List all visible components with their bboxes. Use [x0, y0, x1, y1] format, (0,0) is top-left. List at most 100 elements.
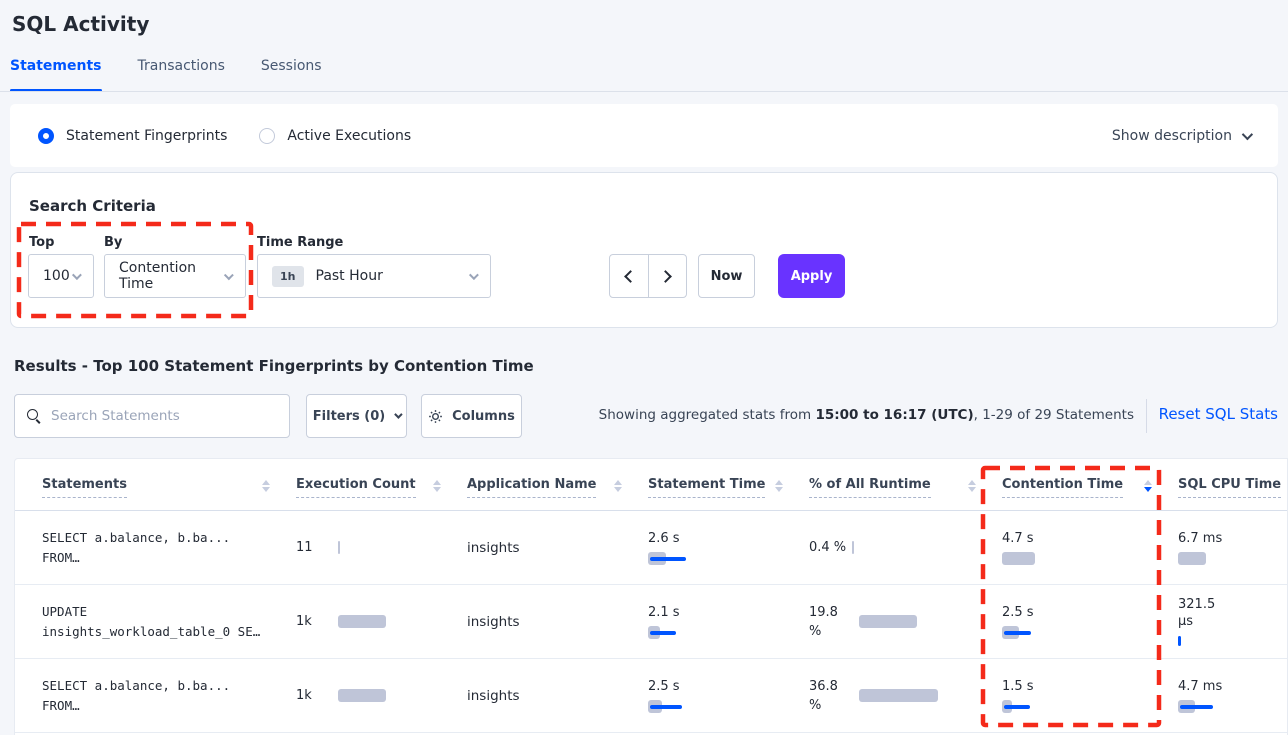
chevron-down-icon [224, 269, 234, 280]
application-name-cell: insights [467, 613, 520, 630]
time-range-select[interactable]: 1h Past Hour [257, 254, 491, 298]
column-header-statement-time[interactable]: Statement Time [648, 459, 809, 510]
radio-selected-icon [38, 127, 54, 144]
sql-cpu-time-cell: 321.5 µs [1178, 596, 1287, 648]
radio-label: Active Executions [287, 127, 412, 144]
column-header-pct-runtime[interactable]: % of All Runtime [809, 459, 1002, 510]
now-button[interactable]: Now [698, 254, 755, 298]
radio-active-executions[interactable]: Active Executions [259, 127, 412, 144]
time-range-next-button[interactable] [647, 255, 687, 297]
search-statements-box [14, 394, 290, 438]
column-header-contention-time[interactable]: Contention Time [1002, 459, 1178, 510]
reset-sql-stats-link[interactable]: Reset SQL Stats [1158, 405, 1278, 423]
tab-transactions[interactable]: Transactions [137, 58, 225, 74]
aggregated-stats-text: Showing aggregated stats from 15:00 to 1… [598, 407, 1134, 423]
columns-label: Columns [452, 408, 515, 424]
apply-button[interactable]: Apply [778, 254, 845, 298]
sort-icon[interactable] [433, 480, 441, 492]
sql-cpu-time-cell: 6.7 ms [1178, 530, 1287, 565]
execution-count-bar [338, 689, 386, 702]
statement-time-cell: 2.5 s [648, 678, 809, 713]
column-header-execution-count[interactable]: Execution Count [296, 459, 467, 510]
statement-fingerprint-link[interactable]: UPDATE insights_workload_table_0 SE… [42, 603, 261, 639]
contention-time-line [1004, 630, 1031, 635]
search-criteria-heading: Search Criteria [29, 197, 156, 215]
top-select-value: 100 [43, 268, 70, 284]
time-range-value: Past Hour [315, 268, 383, 284]
chevron-down-icon [1241, 128, 1254, 140]
column-header-sql-cpu-time[interactable]: SQL CPU Time [1178, 459, 1287, 510]
page-title: SQL Activity [12, 12, 150, 36]
statements-table: Statements Execution Count Application N… [14, 458, 1288, 735]
table-row[interactable]: SELECT a.balance, b.ba... FROM… 1k insig… [15, 659, 1287, 733]
pct-runtime-bar [859, 615, 917, 628]
tab-sessions[interactable]: Sessions [260, 58, 322, 74]
statement-time-cell: 2.6 s [648, 530, 809, 565]
show-description-toggle[interactable]: Show description [1112, 128, 1254, 144]
contention-time-cell: 2.5 s [1002, 604, 1178, 639]
execution-count-cell: 11 [296, 540, 467, 555]
search-criteria-card: Search Criteria Top 100 By Contention Ti… [10, 172, 1278, 328]
top-select[interactable]: 100 [28, 254, 94, 298]
table-row[interactable]: SELECT a.balance, b.ba... FROM… 11 insig… [15, 511, 1287, 585]
sort-icon[interactable] [614, 480, 622, 492]
contention-time-cell: 1.5 s [1002, 678, 1178, 713]
execution-count-cell: 1k [296, 688, 467, 703]
sort-icon[interactable] [775, 480, 783, 492]
time-range-badge: 1h [272, 265, 304, 287]
top-label: Top [29, 235, 55, 250]
column-header-statements[interactable]: Statements [42, 459, 296, 510]
sql-cpu-time-line [1180, 704, 1213, 709]
gear-icon [429, 409, 442, 423]
radio-statement-fingerprints[interactable]: Statement Fingerprints [38, 127, 228, 144]
pct-runtime-cell: 36.8 % [809, 677, 1002, 715]
time-range-arrows [609, 254, 687, 298]
table-header-row: Statements Execution Count Application N… [15, 459, 1287, 511]
statement-fingerprint-link[interactable]: SELECT a.balance, b.ba... FROM… [42, 677, 231, 713]
pct-runtime-cell: 0.4 % [809, 538, 1002, 557]
statement-time-line [650, 704, 682, 709]
time-range-label: Time Range [257, 235, 344, 250]
columns-button[interactable]: Columns [421, 394, 522, 438]
stats-time-range: 15:00 to 16:17 (UTC) [815, 407, 974, 423]
sql-cpu-time-bar [1178, 552, 1206, 565]
sort-icon[interactable] [968, 480, 976, 492]
chevron-left-icon [624, 269, 638, 283]
time-range-prev-button[interactable] [610, 255, 648, 297]
chevron-right-icon [658, 269, 672, 283]
contention-time-bar [1002, 552, 1035, 565]
execution-count-bar [338, 541, 340, 554]
execution-count-bar [338, 615, 386, 628]
sort-icon[interactable] [262, 480, 270, 492]
statement-time-cell: 2.1 s [648, 604, 809, 639]
pct-runtime-bar [852, 541, 855, 554]
by-select-value: Contention Time [119, 260, 197, 292]
sql-cpu-time-cell: 4.7 ms [1178, 678, 1287, 713]
radio-label: Statement Fingerprints [66, 127, 228, 144]
chevron-down-icon [394, 410, 403, 419]
results-heading: Results - Top 100 Statement Fingerprints… [14, 357, 534, 375]
column-header-application-name[interactable]: Application Name [467, 459, 648, 510]
application-name-cell: insights [467, 687, 520, 704]
tabbar: Statements Transactions Sessions [10, 58, 1288, 92]
table-row[interactable]: UPDATE insights_workload_table_0 SE… 1k … [15, 585, 1287, 659]
by-select[interactable]: Contention Time [104, 254, 246, 298]
filters-button[interactable]: Filters (0) [306, 394, 407, 438]
application-name-cell: insights [467, 539, 520, 556]
chevron-down-icon [71, 269, 82, 280]
radio-unselected-icon [259, 127, 276, 144]
tab-statements[interactable]: Statements [10, 58, 102, 92]
sort-desc-icon[interactable] [1144, 480, 1152, 492]
statement-time-line [650, 630, 676, 635]
pct-runtime-cell: 19.8 % [809, 603, 1002, 641]
statement-fingerprint-link[interactable]: SELECT a.balance, b.ba... FROM… [42, 529, 231, 565]
by-label: By [104, 235, 123, 250]
contention-time-line [1004, 704, 1030, 709]
vertical-divider [1146, 399, 1147, 433]
sql-cpu-time-line [1178, 636, 1181, 646]
search-icon [27, 409, 41, 423]
search-statements-input[interactable] [51, 408, 277, 424]
tabbar-divider [0, 91, 1288, 92]
statement-time-line [650, 556, 686, 561]
